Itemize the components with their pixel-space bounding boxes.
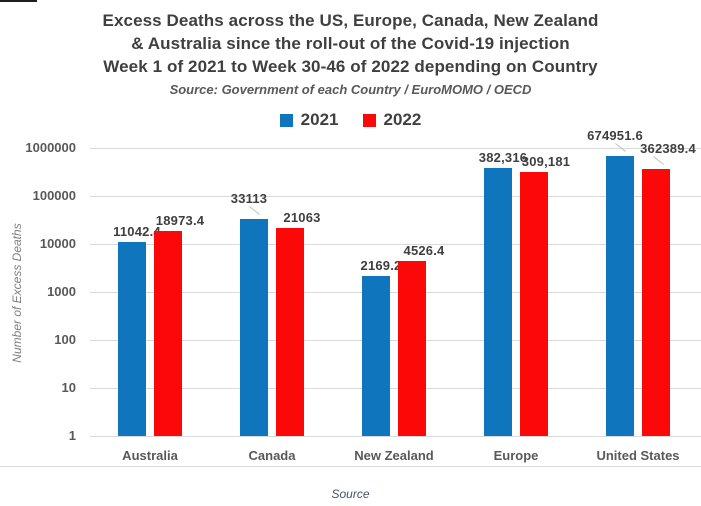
chart-source-note: Source: Government of each Country / Eur… <box>169 82 532 97</box>
bar-2021-united-states <box>606 156 634 436</box>
legend-swatch-icon-2021 <box>279 113 293 127</box>
y-tick-label-100: 100 <box>54 332 76 347</box>
data-label-2021-new-zealand: 2169.2 <box>360 257 402 273</box>
data-label-2022-new-zealand: 4526.4 <box>403 242 445 258</box>
y-tick-label-10000: 10000 <box>39 236 76 251</box>
footer-source-caption: Source <box>331 487 370 501</box>
chart-header: Excess Deaths across the US, Europe, Can… <box>0 9 701 97</box>
gridline-1 <box>90 436 701 437</box>
legend-item-2021: 2021 <box>279 110 339 130</box>
x-tick-label-canada: Canada <box>248 448 296 463</box>
chart-legend: 2021 2022 <box>0 110 701 130</box>
leader-line-2022-united-states <box>653 156 664 166</box>
legend-swatch-icon-2022 <box>362 113 376 127</box>
data-label-2021-australia: 11042.4 <box>113 223 161 239</box>
x-tick-label-united-states: United States <box>596 448 680 463</box>
legend-label-2022: 2022 <box>383 110 422 129</box>
legend-label-2021: 2021 <box>300 110 339 129</box>
y-tick-label-100000: 100000 <box>32 188 76 203</box>
gridline-1000000 <box>90 148 701 149</box>
y-tick-label-1000: 1000 <box>47 284 76 299</box>
bar-2022-australia <box>154 230 182 436</box>
x-tick-label-australia: Australia <box>122 448 178 463</box>
x-tick-label-new-zealand: New Zealand <box>354 448 434 463</box>
gridline-1000 <box>90 292 701 293</box>
bar-2022-canada <box>276 228 304 436</box>
bar-2022-united-states <box>642 169 670 436</box>
data-label-2021-europe: 382,316 <box>478 150 528 166</box>
bottom-divider <box>0 466 701 467</box>
chart-title-line-1: Excess Deaths across the US, Europe, Can… <box>102 11 599 30</box>
top-left-mark <box>0 0 37 2</box>
chart-title-line-2: & Australia since the roll-out of the Co… <box>131 34 570 53</box>
gridline-10000 <box>90 244 701 245</box>
data-label-2021-united-states: 674951.6 <box>587 128 643 144</box>
bar-2021-canada <box>240 219 268 436</box>
bar-2021-australia <box>118 241 146 436</box>
gridline-100 <box>90 340 701 341</box>
gridline-100000 <box>90 196 701 197</box>
bar-2022-europe <box>520 172 548 436</box>
legend-item-2022: 2022 <box>362 110 422 130</box>
bar-2021-europe <box>484 168 512 436</box>
y-tick-label-1: 1 <box>68 428 76 443</box>
data-label-2022-canada: 21063 <box>283 210 321 226</box>
y-tick-label-10: 10 <box>61 380 76 395</box>
data-label-2021-canada: 33113 <box>230 191 268 207</box>
data-label-2022-united-states: 362389.4 <box>640 141 696 157</box>
bar-2022-new-zealand <box>398 260 426 436</box>
data-label-2022-europe: 309,181 <box>521 154 571 170</box>
gridline-10 <box>90 388 701 389</box>
y-tick-label-1000000: 1000000 <box>25 140 76 155</box>
x-tick-label-europe: Europe <box>493 448 539 463</box>
bar-2021-new-zealand <box>362 275 390 436</box>
data-label-2022-australia: 18973.4 <box>155 212 205 228</box>
chart-title-line-3: Week 1 of 2021 to Week 30-46 of 2022 dep… <box>103 57 598 76</box>
leader-line-2021-canada <box>249 206 260 215</box>
